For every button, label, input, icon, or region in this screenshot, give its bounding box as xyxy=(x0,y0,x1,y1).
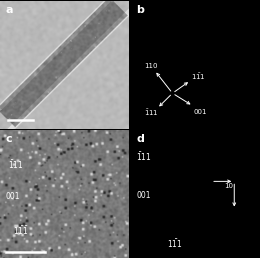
Text: $\mathdefault{\bar{1}}$11: $\mathdefault{\bar{1}}$11 xyxy=(144,108,159,118)
Text: 10: 10 xyxy=(224,183,233,189)
Text: 1$\bar{1}$1: 1$\bar{1}$1 xyxy=(167,237,183,250)
Text: $\bar{1}$11: $\bar{1}$11 xyxy=(136,150,152,163)
Text: 1$\bar{1}\bar{1}$: 1$\bar{1}\bar{1}$ xyxy=(13,224,29,237)
Text: 001: 001 xyxy=(136,191,151,200)
Text: 001: 001 xyxy=(193,109,207,115)
Text: b: b xyxy=(136,5,144,15)
Text: c: c xyxy=(5,134,12,144)
Text: a: a xyxy=(5,5,13,15)
Text: 001: 001 xyxy=(5,192,20,201)
Text: 110: 110 xyxy=(144,63,158,69)
Text: $\bar{1}$11: $\bar{1}$11 xyxy=(8,158,23,171)
Text: d: d xyxy=(136,134,144,144)
Text: 1$\mathdefault{\bar{1}}$1: 1$\mathdefault{\bar{1}}$1 xyxy=(191,72,205,83)
